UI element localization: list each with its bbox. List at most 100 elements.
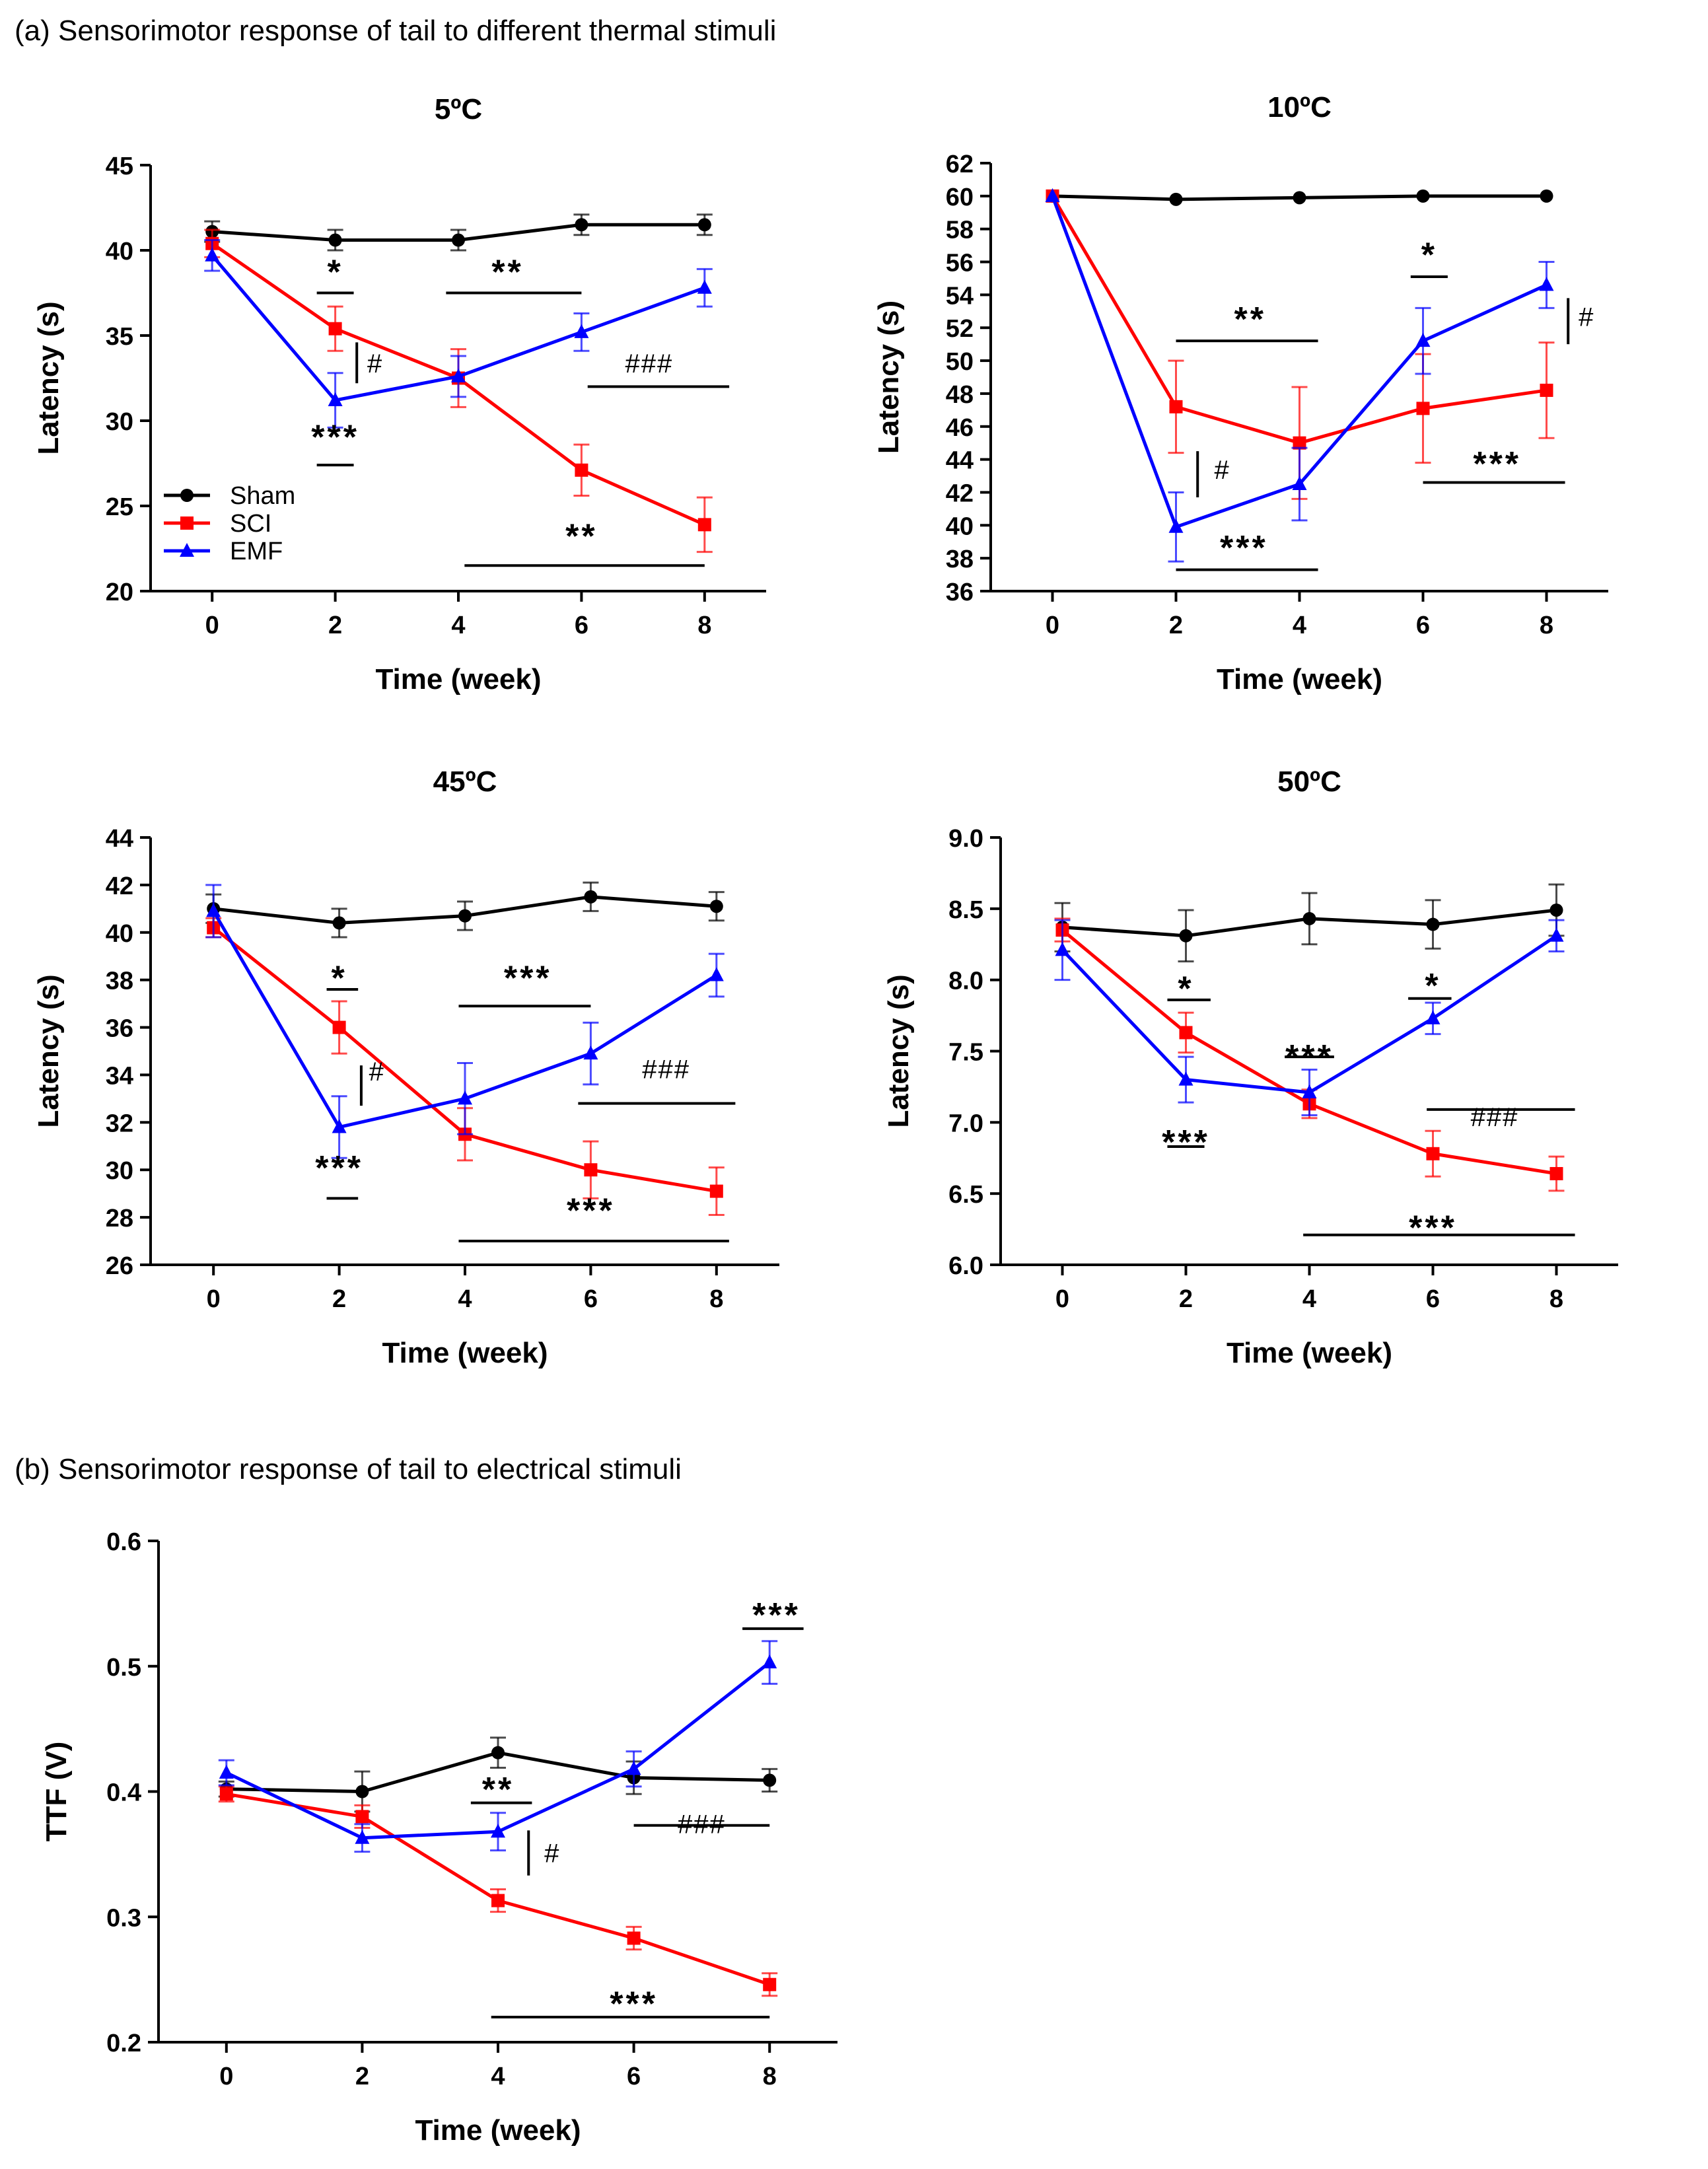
x-tick-label: 6 xyxy=(575,612,588,639)
data-point xyxy=(1055,942,1070,956)
y-tick-label: 30 xyxy=(106,1157,133,1185)
x-tick-label: 4 xyxy=(491,2063,505,2090)
data-point xyxy=(1168,518,1184,533)
data-point xyxy=(763,1977,777,1991)
significance-label: * xyxy=(327,253,343,291)
data-point xyxy=(1045,188,1060,202)
x-tick-label: 2 xyxy=(332,1285,346,1313)
legend-marker xyxy=(180,516,194,530)
y-tick-label: 7.0 xyxy=(948,1110,983,1137)
significance-label: *** xyxy=(311,419,359,457)
series-sham xyxy=(205,881,725,939)
data-point xyxy=(206,903,221,917)
x-tick-label: 0 xyxy=(1055,1285,1069,1313)
chart-title: 45ºC xyxy=(433,765,497,798)
x-axis-label: Time (week) xyxy=(415,2114,581,2147)
data-point xyxy=(491,1824,505,1838)
y-tick-label: 38 xyxy=(946,546,974,573)
significance-label: ### xyxy=(1471,1103,1519,1132)
significance-label: ### xyxy=(625,349,674,378)
y-tick-label: 26 xyxy=(106,1252,133,1280)
data-point xyxy=(1302,1084,1317,1099)
chart-50C: 50ºC 6.0 6.5 7.0 7.5 8.0 8.5 9.0 0 2 4 6 8 Time (week… xyxy=(882,765,1618,1369)
data-point xyxy=(1549,903,1563,917)
data-point xyxy=(328,233,342,247)
x-tick-label: 8 xyxy=(763,2063,777,2090)
y-tick-label: 60 xyxy=(946,184,974,211)
x-tick-label: 2 xyxy=(1169,612,1183,639)
significance-label: *** xyxy=(1285,1038,1334,1077)
y-tick-label: 36 xyxy=(106,1015,133,1043)
data-point xyxy=(709,967,724,981)
y-tick-label: 0.6 xyxy=(106,1528,141,1556)
series-emf xyxy=(204,239,713,429)
chart-title: 5ºC xyxy=(435,93,482,125)
significance-label: * xyxy=(331,959,347,997)
data-point xyxy=(1179,1026,1193,1040)
data-point xyxy=(575,463,588,477)
series-emf xyxy=(205,884,725,1159)
y-tick-label: 32 xyxy=(106,1110,133,1137)
data-point xyxy=(1292,476,1307,490)
y-tick-label: 46 xyxy=(946,414,974,442)
data-point xyxy=(355,1785,369,1798)
data-point xyxy=(709,1184,723,1198)
x-tick-label: 4 xyxy=(1302,1285,1316,1313)
data-point xyxy=(1549,1166,1563,1180)
data-point xyxy=(1549,927,1564,942)
y-tick-label: 52 xyxy=(946,315,974,343)
significance-label: ** xyxy=(1234,301,1265,339)
series-sham xyxy=(204,213,713,252)
significance-label: # xyxy=(369,1057,385,1086)
y-tick-label: 8.0 xyxy=(948,968,983,995)
y-tick-label: 45 xyxy=(106,153,133,180)
data-point xyxy=(762,1654,777,1669)
y-tick-label: 42 xyxy=(106,872,133,900)
series-sci xyxy=(1046,189,1555,500)
data-point xyxy=(1293,436,1306,450)
data-point xyxy=(355,1830,370,1844)
x-axis-label: Time (week) xyxy=(1227,1337,1392,1369)
y-tick-label: 0.5 xyxy=(106,1654,141,1682)
data-point xyxy=(1169,192,1183,206)
data-point xyxy=(697,518,711,532)
data-point xyxy=(1539,277,1554,291)
data-point xyxy=(1426,917,1440,931)
x-tick-label: 2 xyxy=(1179,1285,1193,1313)
data-point xyxy=(575,218,588,232)
x-axis-label: Time (week) xyxy=(382,1337,548,1369)
y-axis-label: TTF (V) xyxy=(40,1742,73,1842)
y-tick-label: 42 xyxy=(946,480,974,507)
significance-label: *** xyxy=(752,1596,801,1635)
data-point xyxy=(451,368,466,382)
data-point xyxy=(574,324,589,338)
significance-label: # xyxy=(1215,456,1230,485)
significance-label: # xyxy=(367,349,383,378)
y-tick-label: 38 xyxy=(106,968,133,995)
y-tick-label: 7.5 xyxy=(948,1039,983,1067)
data-point xyxy=(1426,1147,1440,1160)
data-point xyxy=(1302,911,1316,925)
y-tick-label: 50 xyxy=(946,348,974,376)
x-tick-label: 2 xyxy=(328,612,342,639)
series-emf xyxy=(218,1640,778,1853)
data-point xyxy=(332,1020,346,1034)
data-point xyxy=(219,1787,233,1801)
x-tick-label: 4 xyxy=(458,1285,472,1313)
significance-label: *** xyxy=(567,1192,615,1230)
data-point xyxy=(452,233,465,247)
x-tick-label: 6 xyxy=(1416,612,1430,639)
x-tick-label: 0 xyxy=(219,2063,233,2090)
data-point xyxy=(458,909,472,923)
y-tick-label: 40 xyxy=(106,920,133,948)
data-point xyxy=(355,1810,369,1824)
y-tick-label: 0.4 xyxy=(106,1779,141,1807)
chart-title: 10ºC xyxy=(1267,91,1332,124)
data-point xyxy=(584,1163,598,1177)
x-axis-label: Time (week) xyxy=(1217,663,1382,695)
legend-label: Sham xyxy=(230,482,295,510)
x-tick-label: 8 xyxy=(709,1285,723,1313)
series-sci xyxy=(218,1785,778,1997)
y-tick-label: 35 xyxy=(106,323,133,351)
x-tick-label: 6 xyxy=(1426,1285,1440,1313)
